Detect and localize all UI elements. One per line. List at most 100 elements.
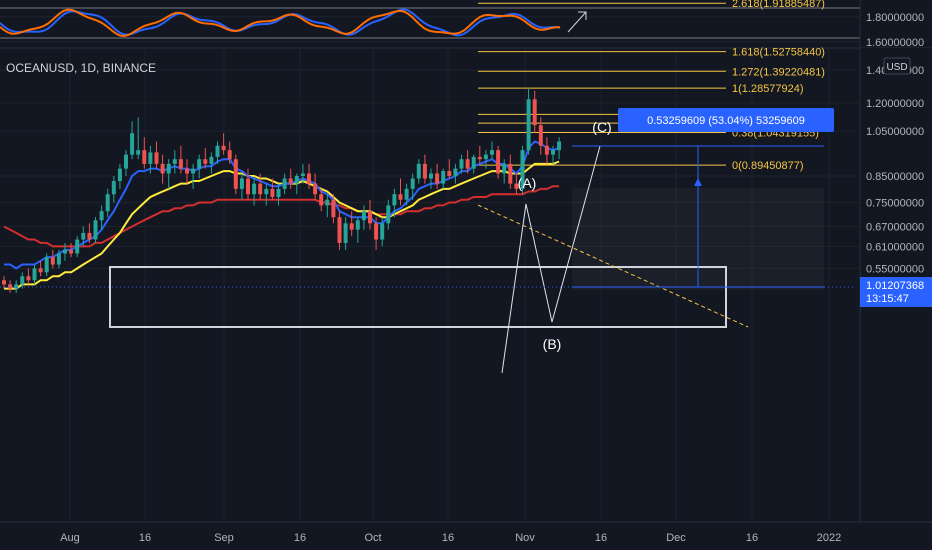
fib-level-label: 1(1.28577924) <box>732 83 804 95</box>
candle-body <box>386 205 391 224</box>
x-tick-label: 16 <box>442 532 454 544</box>
candle-body <box>282 178 287 189</box>
candle <box>544 137 549 164</box>
candle <box>160 154 165 184</box>
candle <box>483 150 488 169</box>
candle <box>270 178 275 200</box>
time-axis[interactable] <box>0 522 932 550</box>
candle <box>361 205 366 230</box>
candle <box>105 188 110 218</box>
fib-level-label: 1.618(1.52758440) <box>732 47 825 59</box>
candle-body <box>307 173 311 184</box>
candle-body <box>404 188 409 200</box>
time-axis-ticks: Aug 16 Sep 16 Oct 16 Nov 16 Dec 16 2022 <box>60 532 841 544</box>
candle-body <box>99 211 104 221</box>
candle <box>221 133 226 155</box>
candle-body <box>56 253 61 265</box>
y-tick-label: 0.67000000 <box>866 221 924 233</box>
candle-body <box>538 125 543 146</box>
candle <box>154 141 159 169</box>
candle-body <box>148 152 153 164</box>
candle-body <box>233 159 238 189</box>
candle-body <box>111 181 116 195</box>
candle-body <box>422 163 427 179</box>
rsi-line-orange <box>0 8 561 38</box>
y-tick-label: 1.20000000 <box>866 98 924 110</box>
candle-body <box>471 156 476 169</box>
candle <box>404 183 409 206</box>
candle-body <box>313 183 318 195</box>
x-tick-label: Aug <box>60 532 80 544</box>
candle <box>349 211 354 237</box>
candle <box>142 137 147 169</box>
candle-body <box>398 194 403 200</box>
candle <box>75 236 80 258</box>
candle-body <box>435 173 440 184</box>
candle-body <box>117 168 122 182</box>
candle <box>166 159 171 189</box>
candle-body <box>166 163 171 174</box>
candle-body <box>483 154 488 160</box>
candle <box>477 145 482 164</box>
candle-body <box>221 145 226 151</box>
candle-body <box>50 257 55 265</box>
candle-body <box>374 223 379 240</box>
candle <box>319 188 324 212</box>
candle-body <box>81 232 86 240</box>
candle <box>435 163 440 189</box>
candle <box>447 159 452 179</box>
candle-body <box>490 150 494 155</box>
candle <box>471 154 476 174</box>
candle-body <box>380 223 385 240</box>
y-tick-label: 1.60000000 <box>866 37 924 49</box>
candle <box>429 168 433 189</box>
candle <box>233 154 238 195</box>
candle-body <box>154 152 159 164</box>
candle <box>246 168 250 200</box>
candle <box>532 90 537 134</box>
candle <box>410 173 415 200</box>
wave-label-b: (B) <box>543 336 562 352</box>
candle <box>508 154 513 189</box>
x-tick-label: Nov <box>515 532 535 544</box>
candle <box>209 152 214 174</box>
candle-body <box>392 194 397 206</box>
candle <box>337 211 342 250</box>
measure-arrow-icon <box>694 178 702 186</box>
measure-label-box[interactable]: 0.53259609 (53.04%) 53259609 <box>618 108 834 132</box>
candle-body <box>337 217 342 243</box>
candle <box>185 159 189 184</box>
candle-body <box>441 171 446 184</box>
candle-body <box>2 280 6 285</box>
x-tick-label: 16 <box>746 532 758 544</box>
candle-body <box>87 232 92 240</box>
candle-body <box>532 99 537 126</box>
y-tick-label: 1.05000000 <box>866 126 924 138</box>
candle <box>300 163 305 184</box>
candle <box>50 249 55 269</box>
y-tick-label: 2.00000000 <box>866 0 924 1</box>
grid <box>0 16 860 522</box>
candle-body <box>429 173 433 179</box>
candle-body <box>185 168 189 174</box>
range-box[interactable] <box>109 266 727 328</box>
candle <box>44 253 49 277</box>
candle-body <box>239 178 244 189</box>
candle <box>136 117 141 160</box>
candle <box>87 223 92 243</box>
rsi-arrow-head <box>578 11 587 20</box>
candle <box>514 173 519 195</box>
candle-body <box>44 257 49 273</box>
candle <box>111 175 116 203</box>
rsi-pane[interactable] <box>0 7 860 39</box>
fib-level-label: 0(0.89450877) <box>732 160 804 172</box>
ma-slow-line <box>3 185 560 248</box>
candle-body <box>551 150 555 155</box>
candle-body <box>93 220 98 240</box>
x-tick-label: 16 <box>294 532 306 544</box>
candle <box>294 173 299 195</box>
candle-body <box>32 268 37 281</box>
candle-body <box>209 156 214 164</box>
currency-badge[interactable]: USD <box>883 57 911 75</box>
